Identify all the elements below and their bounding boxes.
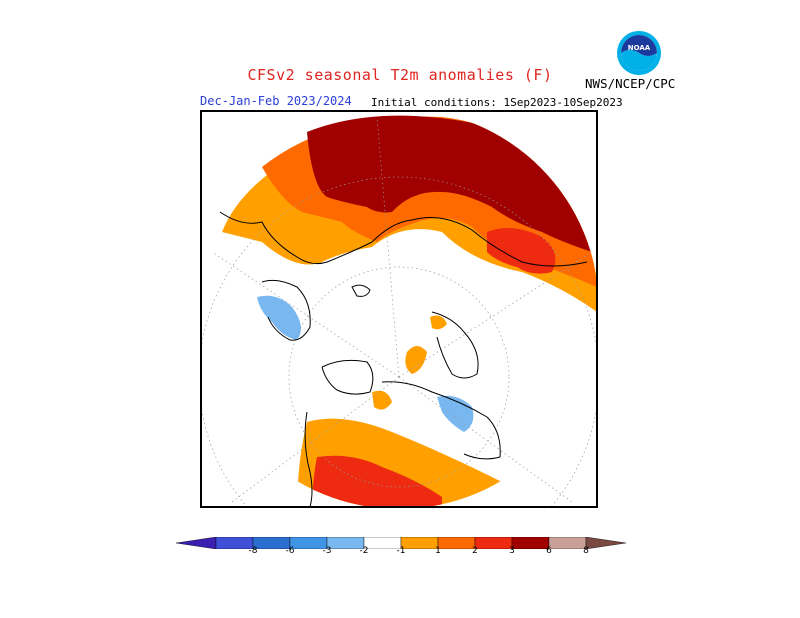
legend-tick-label: -8 [248,546,258,556]
map-title: CFSv2 seasonal T2m anomalies (F) [247,66,553,84]
graticule [202,116,596,506]
coastlines [219,211,588,506]
anomaly-region-arctic-orange-2 [430,315,447,330]
legend-tick-label: -1 [396,546,406,556]
legend-tick-label: 1 [435,546,441,556]
legend-tick-label: 2 [472,546,478,556]
legend-bin [175,536,217,550]
anomaly-region-scandinavia-blue [257,295,301,340]
legend-tick-label: -6 [285,546,295,556]
legend-tick-label: -2 [359,546,369,556]
legend-tick-label: 3 [509,546,515,556]
initial-conditions-label: Initial conditions: 1Sep2023-10Sep2023 [371,96,623,109]
anomaly-region-greenland-orange [372,390,392,410]
legend-tick-label: 6 [546,546,552,556]
color-legend [175,534,627,574]
anomaly-region-arctic-orange [405,346,427,374]
legend-tick-label: -3 [322,546,332,556]
legend-tick-label: 8 [583,546,589,556]
agency-label: NWS/NCEP/CPC [585,76,676,91]
polar-map [200,110,598,508]
noaa-logo: NOAA [616,30,662,76]
logo-text: NOAA [628,44,651,52]
legend-bin [585,536,627,550]
anomaly-region-chukotka [487,228,556,274]
anomaly-region-south-red [312,455,442,506]
season-label: Dec-Jan-Feb 2023/2024 [200,94,352,108]
